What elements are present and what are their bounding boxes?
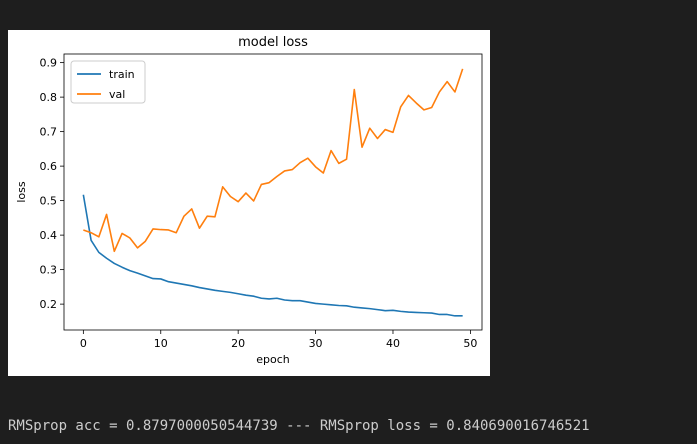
x-tick-label: 30 <box>309 337 323 350</box>
output-text: RMSprop acc = 0.8797000050544739 --- RMS… <box>8 418 590 434</box>
x-tick-label: 0 <box>80 337 87 350</box>
chart-title: model loss <box>238 35 308 50</box>
x-tick-label: 50 <box>463 337 477 350</box>
x-tick-label: 40 <box>386 337 400 350</box>
x-tick-label: 10 <box>154 337 168 350</box>
y-axis-label: loss <box>15 181 28 203</box>
legend-box <box>70 60 146 104</box>
y-tick-label: 0.7 <box>40 126 58 139</box>
x-axis-label: epoch <box>256 353 290 366</box>
y-tick-label: 0.2 <box>40 298 58 311</box>
series-line-train <box>82 194 463 317</box>
y-tick-label: 0.3 <box>40 264 58 277</box>
y-tick-label: 0.4 <box>40 229 58 242</box>
series-line-val <box>83 68 464 253</box>
y-tick-label: 0.8 <box>40 91 58 104</box>
y-tick-label: 0.5 <box>40 195 58 208</box>
legend-label-val: val <box>109 88 125 101</box>
y-tick-label: 0.9 <box>40 57 58 70</box>
plot-image: 0 10 20 30 40 50 0.2 0.3 0.4 0.5 0.6 0.7 0.8 0.9 model… <box>8 30 490 376</box>
x-tick-label: 20 <box>231 337 245 350</box>
y-tick-label: 0.6 <box>40 160 58 173</box>
legend-label-train: train <box>109 68 135 81</box>
loss-chart: 0 10 20 30 40 50 0.2 0.3 0.4 0.5 0.6 0.7 0.8 0.9 model… <box>15 35 483 366</box>
axes-frame <box>63 53 483 331</box>
